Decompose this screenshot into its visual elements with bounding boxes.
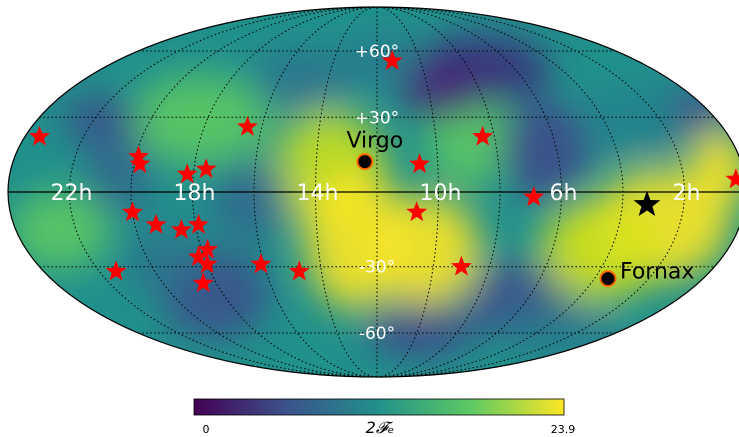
red-star-marker [170, 218, 192, 239]
ra-tick-label: 18h [174, 181, 216, 206]
red-star-marker [237, 115, 258, 136]
red-star-marker [409, 153, 430, 174]
ra-tick-label: 6h [550, 181, 578, 206]
red-star-marker [197, 238, 218, 259]
cluster-label: Virgo [346, 129, 403, 154]
red-star-marker [288, 260, 310, 281]
ra-tick-label: 22h [51, 181, 93, 206]
red-star-marker [725, 168, 739, 189]
red-star-marker [450, 255, 472, 276]
red-star-marker [192, 272, 214, 293]
ra-tick-label: 2h [673, 181, 701, 206]
dec-tick-label: -30° [359, 258, 395, 278]
red-star-marker [523, 186, 545, 206]
red-star-marker [381, 50, 403, 70]
dec-tick-label: +60° [355, 42, 399, 62]
red-star-marker [145, 213, 167, 234]
colorbar: 0 23.9 2𝓕ₑ [193, 398, 576, 437]
red-star-marker [250, 253, 272, 274]
red-star-marker [105, 260, 127, 281]
red-star-marker [188, 213, 209, 234]
red-star-marker [472, 125, 494, 146]
red-stars [29, 50, 739, 293]
tick-labels: 22h 18h 14h 10h 6h 2h +60° +30° -30° -60° [51, 42, 701, 344]
red-star-marker [122, 201, 143, 222]
cluster-marker [599, 270, 617, 288]
red-star-marker [176, 163, 198, 184]
dec-tick-label: +30° [355, 108, 399, 128]
red-star-marker [128, 145, 149, 166]
red-star-marker [406, 201, 428, 222]
colorbar-bar [193, 398, 565, 416]
red-star-marker [195, 158, 217, 179]
ra-tick-label: 14h [297, 181, 339, 206]
dec-tick-label: -60° [359, 324, 395, 344]
black-star-marker [633, 190, 661, 216]
red-star-marker [129, 153, 151, 174]
cluster-marker [356, 153, 374, 171]
colorbar-max-label: 23.9 [551, 423, 576, 436]
labeled-markers: Virgo Fornax [346, 129, 694, 288]
colorbar-title: 2𝓕ₑ [366, 418, 395, 437]
cluster-label: Fornax [620, 260, 694, 285]
red-star-marker [188, 246, 209, 266]
colorbar-min-label: 0 [203, 423, 210, 436]
ra-tick-label: 10h [420, 181, 462, 206]
red-star-marker [29, 125, 50, 146]
red-star-marker [196, 253, 218, 274]
